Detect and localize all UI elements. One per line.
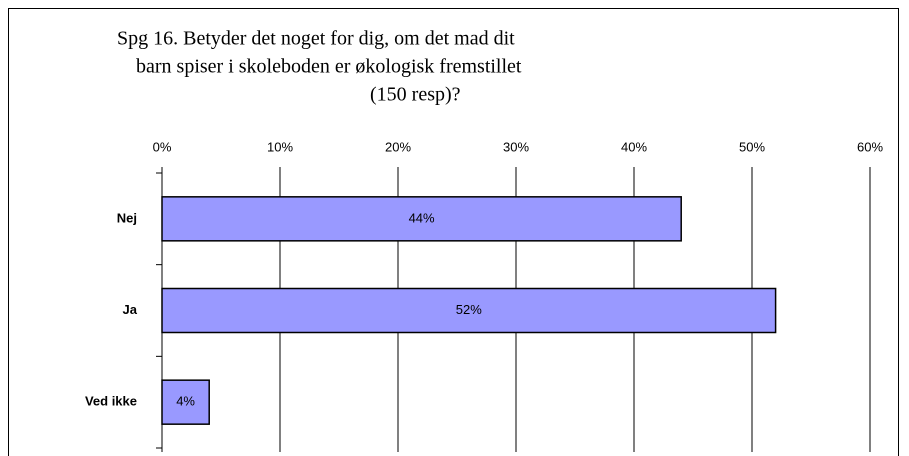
x-tick-label: 10% xyxy=(267,139,293,154)
chart-title: barn spiser i skoleboden er økologisk fr… xyxy=(136,56,522,78)
x-tick-label: 40% xyxy=(621,139,647,154)
bar xyxy=(161,196,682,242)
y-tick-label: Nej xyxy=(117,210,137,225)
data-label: 4% xyxy=(176,394,195,409)
chart-title: (150 resp)? xyxy=(370,84,461,106)
x-tick-label: 50% xyxy=(739,139,765,154)
x-tick-label: 60% xyxy=(857,139,883,154)
y-tick-label: Ja xyxy=(123,302,138,317)
x-tick-label: 0% xyxy=(153,139,172,154)
x-tick-label: 30% xyxy=(503,139,529,154)
bar xyxy=(161,379,210,425)
x-tick-label: 20% xyxy=(385,139,411,154)
bar xyxy=(161,287,777,334)
data-label: 44% xyxy=(409,210,435,225)
chart-title: Spg 16. Betyder det noget for dig, om de… xyxy=(117,28,515,50)
y-tick-label: Ved ikke xyxy=(85,394,137,409)
data-label: 52% xyxy=(456,302,482,317)
